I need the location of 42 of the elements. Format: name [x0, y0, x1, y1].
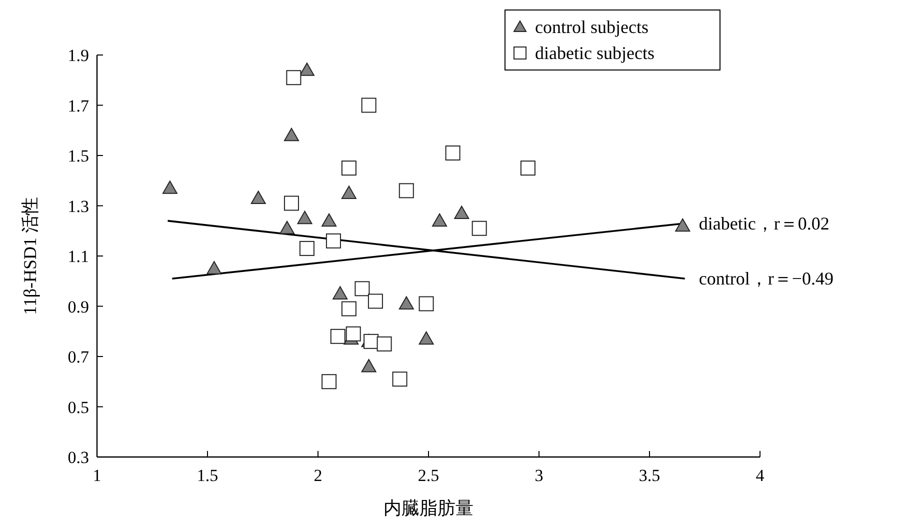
x-tick-label: 4 — [756, 466, 765, 485]
x-axis-title: 内臓脂肪量 — [384, 498, 474, 518]
x-tick-label: 2 — [314, 466, 322, 485]
point — [418, 331, 434, 345]
x-tick-label: 2.5 — [418, 466, 440, 485]
point — [454, 206, 470, 220]
point — [280, 220, 295, 234]
legend-label: diabetic subjects — [535, 43, 654, 63]
point — [432, 213, 448, 227]
point — [341, 186, 356, 199]
point — [250, 190, 266, 204]
point — [346, 326, 361, 342]
y-tick-label: 0.9 — [68, 297, 89, 316]
y-tick-label: 1.9 — [68, 46, 89, 65]
point — [284, 128, 299, 142]
y-tick-label: 1.3 — [68, 196, 89, 216]
y-tick-label: 1.5 — [68, 146, 89, 166]
point — [361, 359, 376, 372]
point — [332, 286, 348, 300]
legend-label: control subjects — [535, 17, 648, 37]
point — [322, 213, 337, 227]
point — [162, 180, 178, 194]
annotation: control，r＝−0.49 — [698, 268, 834, 289]
y-tick-label: 0.3 — [68, 448, 89, 467]
point — [675, 218, 690, 232]
y-tick-label: 0.5 — [68, 398, 89, 417]
point — [299, 62, 314, 76]
y-tick-label: 1.7 — [68, 96, 90, 116]
y-tick-label: 1.1 — [68, 247, 89, 266]
point — [398, 296, 414, 310]
x-tick-label: 3 — [534, 466, 544, 485]
point — [206, 261, 222, 274]
annotation: diabetic，r＝0.02 — [698, 213, 830, 234]
y-axis-title: 11β-HSD1 活性 — [20, 197, 40, 315]
x-tick-label: 3.5 — [638, 466, 660, 485]
y-tick-label: 0.7 — [68, 348, 90, 366]
x-tick-label: 1.5 — [196, 466, 218, 485]
point — [326, 233, 341, 248]
point — [376, 336, 392, 352]
x-tick-label: 1 — [92, 466, 102, 485]
point — [364, 334, 379, 349]
point — [297, 210, 312, 224]
